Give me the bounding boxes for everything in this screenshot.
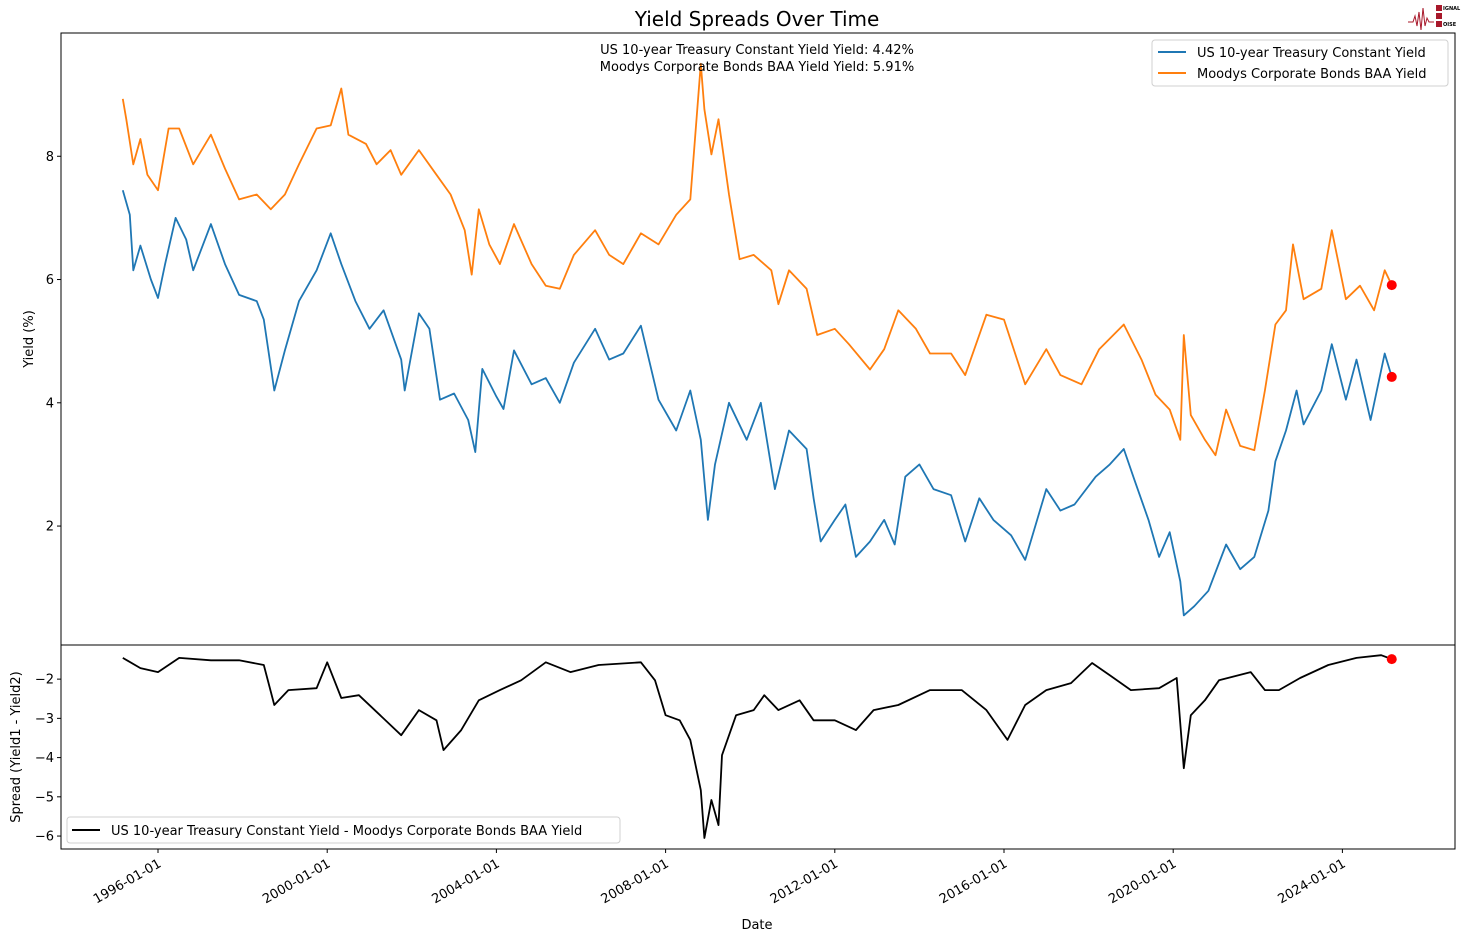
legend-label-treasury: US 10-year Treasury Constant Yield bbox=[1197, 46, 1426, 61]
logo: IGNAL OISE bbox=[1408, 5, 1461, 31]
top-series-line-0 bbox=[121, 189, 1393, 617]
y-tick-label: 4 bbox=[46, 396, 54, 411]
legend-label-spread: US 10-year Treasury Constant Yield - Moo… bbox=[111, 824, 582, 839]
chart-title: Yield Spreads Over Time bbox=[634, 7, 880, 31]
y-tick-label: −2 bbox=[35, 673, 54, 688]
bottom-last-point-marker-0 bbox=[1386, 654, 1397, 665]
y-tick-label: −6 bbox=[35, 830, 54, 845]
y-tick-label: 2 bbox=[46, 520, 54, 535]
x-tick-label: 2000-01-01 bbox=[260, 856, 333, 907]
y-tick-label: −5 bbox=[35, 790, 54, 805]
x-tick-label: 2008-01-01 bbox=[599, 856, 672, 907]
x-tick-label: 2024-01-01 bbox=[1275, 856, 1348, 907]
y-tick-label: 8 bbox=[46, 150, 54, 165]
bottom-axes-frame bbox=[60, 644, 1456, 850]
annotation-2: Moodys Corporate Bonds BAA Yield Yield: … bbox=[600, 60, 914, 75]
x-axis-label: Date bbox=[741, 918, 772, 933]
x-tick-label: 2012-01-01 bbox=[768, 856, 841, 907]
x-tick-label: 1996-01-01 bbox=[91, 856, 164, 907]
top-series-line-1 bbox=[121, 62, 1393, 457]
y-tick-label: 6 bbox=[46, 273, 54, 288]
x-tick-label: 2020-01-01 bbox=[1106, 856, 1179, 907]
top-last-point-marker-0 bbox=[1386, 371, 1397, 382]
legend-label-baa: Moodys Corporate Bonds BAA Yield bbox=[1197, 67, 1427, 82]
y-tick-label: −3 bbox=[35, 712, 54, 727]
x-tick-label: 2016-01-01 bbox=[937, 856, 1010, 907]
y-tick-label: −4 bbox=[35, 751, 54, 766]
top-axes: 2 4 6 8 Yield (%) US 10-year Treasury Const… bbox=[22, 32, 1456, 646]
svg-text:IGNAL: IGNAL bbox=[1443, 6, 1461, 12]
annotation-1: US 10-year Treasury Constant Yield Yield… bbox=[600, 43, 914, 58]
svg-text:OISE: OISE bbox=[1443, 22, 1457, 28]
bottom-legend: US 10-year Treasury Constant Yield - Moo… bbox=[66, 816, 621, 844]
top-y-label: Yield (%) bbox=[22, 310, 37, 369]
bottom-axes: −2 −3 −4 −5 −6 1996-01-01 2000-01-01 2004-01-01… bbox=[9, 644, 1456, 933]
top-axes-frame bbox=[60, 32, 1456, 646]
x-tick-label: 2004-01-01 bbox=[429, 856, 502, 907]
bottom-y-label: Spread (Yield1 - Yield2) bbox=[9, 671, 24, 822]
top-legend: US 10-year Treasury Constant Yield Moody… bbox=[1151, 39, 1449, 87]
bottom-series-line-0 bbox=[122, 654, 1393, 839]
top-last-point-marker-1 bbox=[1386, 280, 1397, 291]
